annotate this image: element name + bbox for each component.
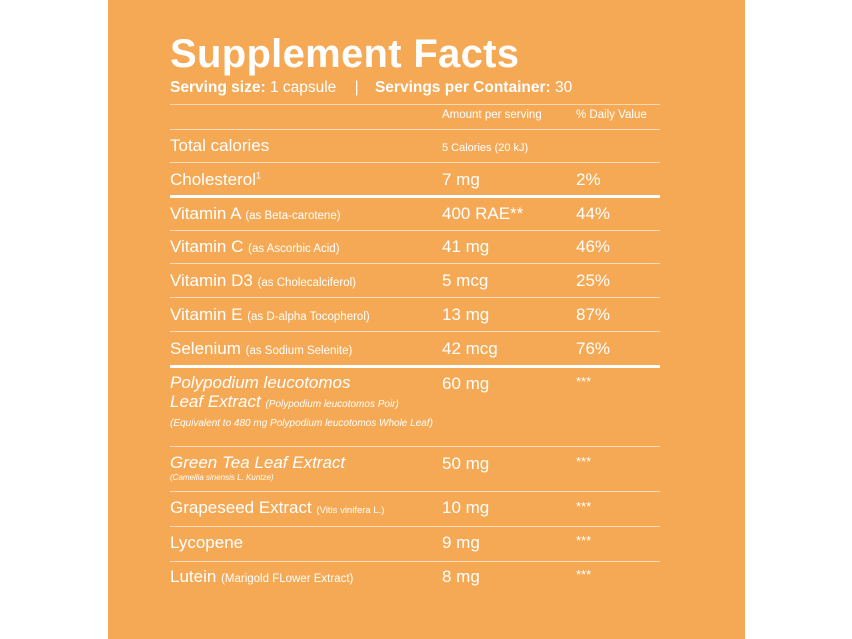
servings-per-container-value: 30 — [554, 79, 573, 96]
nutrient-name-wrap: Selenium (as Sodium Selenite) — [170, 339, 352, 359]
supplement-facts-panel: Supplement Facts Serving size: 1 capsule… — [108, 0, 745, 639]
nutrient-name-wrap: Vitamin D3 (as Cholecalciferol) — [170, 271, 356, 291]
nutrient-daily-value: *** — [576, 499, 592, 514]
nutrient-source: (Polypodium leucotomos Poir) (Equivalent… — [170, 399, 433, 429]
nutrient-name: Vitamin E — [170, 305, 243, 324]
serving-info: Serving size: 1 capsule | Servings per C… — [170, 78, 660, 98]
serving-size-value: 1 capsule — [269, 79, 337, 96]
amount-column-header: Amount per serving — [442, 109, 542, 121]
nutrient-source: (Marigold FLower Extract) — [221, 573, 354, 585]
nutrient-daily-value: 2% — [576, 170, 601, 189]
nutrient-amount: 60 mg — [442, 374, 490, 393]
nutrient-name-wrap: Grapeseed Extract (Vitis vinifera L.) — [170, 498, 384, 518]
nutrient-amount: 5 mcg — [442, 271, 489, 290]
table-row: Green Tea Leaf Extract (Camellia sinensi… — [170, 446, 660, 491]
table-row: Vitamin E (as D-alpha Tocopherol) 13 mg … — [170, 297, 660, 331]
nutrient-name: Vitamin C — [170, 237, 244, 256]
nutrient-source: (as D-alpha Tocopherol) — [247, 311, 370, 323]
table-row: Vitamin C (as Ascorbic Acid) 41 mg 46% — [170, 230, 660, 263]
nutrient-source: (Vitis vinifera L.) — [316, 505, 385, 516]
nutrient-name-wrap: Vitamin C (as Ascorbic Acid) — [170, 237, 340, 257]
nutrient-amount: 13 mg — [442, 305, 490, 324]
table-row: Total calories 5 Calories (20 kJ) — [170, 129, 660, 162]
nutrient-amount: 5 Calories (20 kJ) — [442, 142, 529, 154]
table-row: Selenium (as Sodium Selenite) 42 mcg 76% — [170, 331, 660, 365]
serving-size-label: Serving size: — [170, 79, 266, 96]
nutrient-name-wrap: Lutein (Marigold FLower Extract) — [170, 567, 353, 587]
nutrient-name: Cholesterol — [170, 170, 256, 189]
nutrient-name-wrap: Vitamin A (as Beta-carotene) — [170, 204, 341, 224]
nutrient-amount: 42 mcg — [442, 339, 498, 358]
nutrient-daily-value: 25% — [576, 271, 611, 290]
nutrient-daily-value: *** — [576, 567, 592, 582]
column-header-row: Amount per serving % Daily Value — [170, 104, 660, 129]
nutrient-name: Lutein — [170, 567, 217, 586]
table-row: Grapeseed Extract (Vitis vinifera L.) 10… — [170, 491, 660, 526]
nutrient-name-wrap: Vitamin E (as D-alpha Tocopherol) — [170, 305, 370, 325]
nutrient-daily-value: *** — [576, 374, 592, 389]
nutrient-amount: 9 mg — [442, 533, 480, 552]
nutrient-name: Polypodium leucotomos — [170, 373, 351, 392]
nutrient-name: Selenium — [170, 339, 241, 358]
serving-separator: | — [354, 79, 359, 96]
daily-value-column-header: % Daily Value — [576, 109, 647, 121]
nutrient-name: Vitamin D3 — [170, 271, 253, 290]
table-row: Cholesterol1 7 mg 2% — [170, 162, 660, 195]
nutrient-source: (as Beta-carotene) — [245, 210, 341, 222]
nutrient-name-block: Polypodium leucotomos Leaf Extract (Poly… — [170, 373, 435, 430]
nutrient-daily-value: 44% — [576, 204, 611, 223]
footnote-marker: 1 — [256, 170, 262, 181]
nutrient-name-block: Green Tea Leaf Extract (Camellia sinensi… — [170, 453, 435, 483]
table-row: Polypodium leucotomos Leaf Extract (Poly… — [170, 365, 660, 446]
nutrient-daily-value: *** — [576, 454, 592, 469]
nutrient-source: (Camellia sinensis L. Kuntze) — [170, 473, 274, 482]
nutrient-daily-value: 46% — [576, 237, 611, 256]
table-row: Lutein (Marigold FLower Extract) 8 mg **… — [170, 561, 660, 596]
nutrient-amount: 50 mg — [442, 454, 490, 473]
table-row: Vitamin A (as Beta-carotene) 400 RAE** 4… — [170, 195, 660, 230]
nutrient-amount: 41 mg — [442, 237, 490, 256]
nutrient-source: (as Ascorbic Acid) — [248, 243, 340, 255]
page-title: Supplement Facts — [170, 32, 520, 76]
nutrient-name-wrap: Cholesterol1 — [170, 170, 261, 190]
nutrient-amount: 10 mg — [442, 498, 490, 517]
nutrient-daily-value: 76% — [576, 339, 611, 358]
supplement-facts-content: Supplement Facts Serving size: 1 capsule… — [170, 30, 660, 596]
nutrient-amount: 400 RAE** — [442, 204, 524, 223]
nutrient-source: (as Sodium Selenite) — [245, 345, 353, 357]
nutrient-amount: 8 mg — [442, 567, 480, 586]
nutrient-name: Grapeseed Extract — [170, 498, 312, 517]
nutrient-name: Lycopene — [170, 533, 244, 552]
nutrient-name-line2: Leaf Extract — [170, 392, 261, 411]
nutrient-daily-value: *** — [576, 533, 592, 548]
nutrient-amount: 7 mg — [442, 170, 480, 189]
nutrient-name: Vitamin A — [170, 204, 241, 223]
nutrient-daily-value: 87% — [576, 305, 611, 324]
nutrient-name: Green Tea Leaf Extract — [170, 453, 346, 472]
nutrient-name: Total calories — [170, 136, 270, 155]
table-row: Lycopene 9 mg *** — [170, 526, 660, 561]
table-row: Vitamin D3 (as Cholecalciferol) 5 mcg 25… — [170, 263, 660, 297]
servings-per-container-label: Servings per Container: — [374, 79, 551, 96]
nutrient-source: (as Cholecalciferol) — [257, 277, 357, 289]
